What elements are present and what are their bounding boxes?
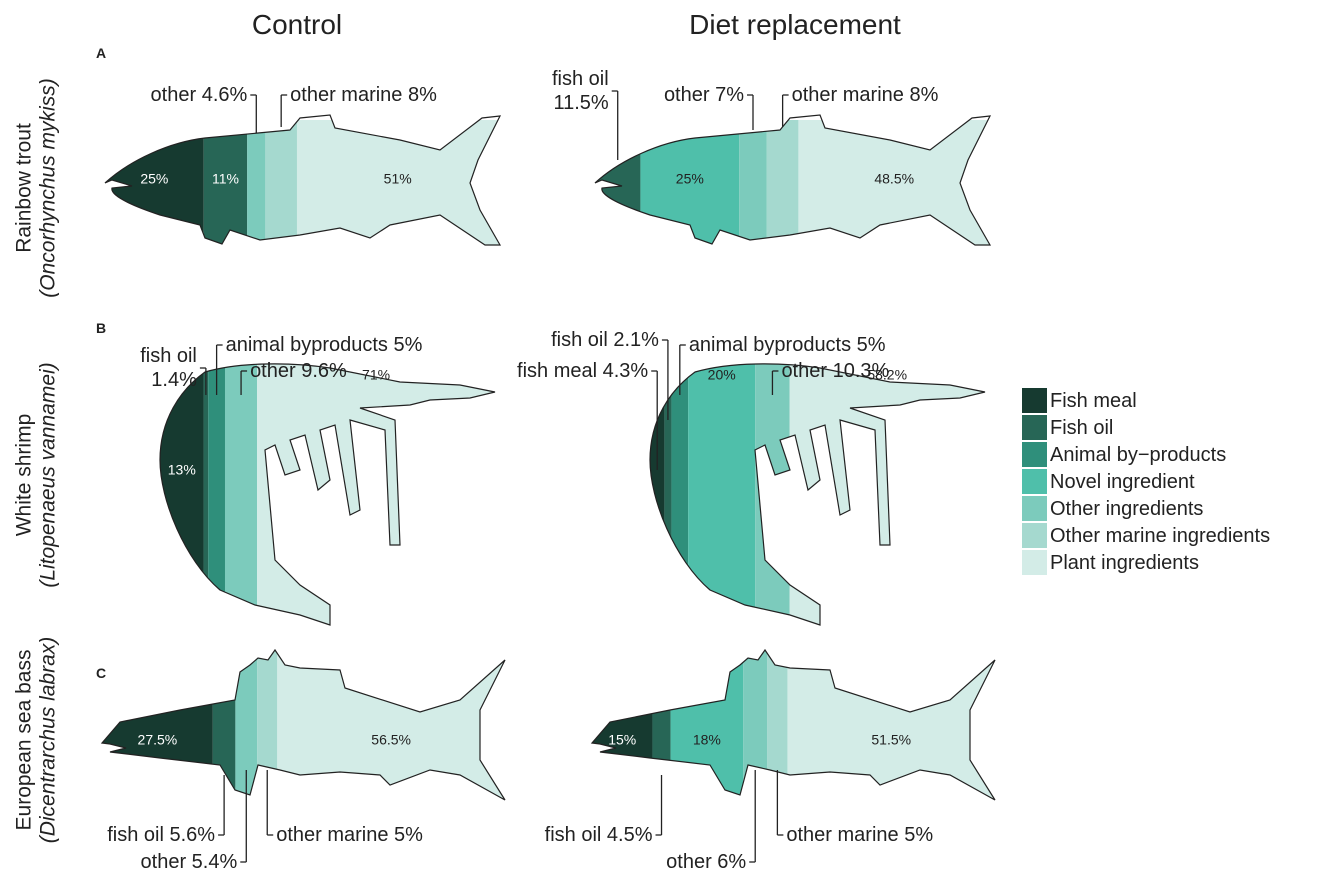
animal-panel bbox=[160, 340, 495, 630]
legend-swatch bbox=[1022, 523, 1047, 548]
panel-letter: B bbox=[96, 320, 106, 337]
panel-letter: C bbox=[96, 665, 106, 682]
callout: other marine 8% bbox=[792, 83, 939, 107]
segment bbox=[739, 120, 767, 250]
figure: Control Diet replacement A Rainbow trout(On… bbox=[0, 0, 1319, 874]
legend-label: Fish oil bbox=[1050, 416, 1113, 440]
value-label: 20% bbox=[708, 367, 736, 384]
legend-label: Novel ingredient bbox=[1050, 470, 1195, 494]
callout: other marine 5% bbox=[786, 823, 933, 847]
callout: other marine 5% bbox=[276, 823, 423, 847]
legend-label: Other marine ingredients bbox=[1050, 524, 1270, 548]
segment bbox=[671, 645, 744, 800]
callout: other 6% bbox=[666, 850, 746, 874]
row-sublabel: (Dicentrarchus labrax) bbox=[35, 637, 60, 844]
value-label: 15% bbox=[608, 732, 636, 749]
value-label: 58.2% bbox=[867, 367, 907, 384]
value-label: 56.5% bbox=[371, 732, 411, 749]
callout: fish oil 5.6% bbox=[107, 823, 215, 847]
column-title: Control bbox=[252, 8, 342, 42]
callout: other 9.6% bbox=[250, 359, 347, 383]
animal-panel bbox=[595, 120, 990, 250]
callout: animal byproducts 5% bbox=[226, 333, 423, 357]
value-label: 51% bbox=[384, 171, 412, 188]
value-label: 51.5% bbox=[871, 732, 911, 749]
legend-label: Plant ingredients bbox=[1050, 551, 1199, 575]
value-label: 11% bbox=[212, 171, 239, 188]
segment bbox=[787, 645, 995, 800]
segment bbox=[102, 645, 213, 800]
segment bbox=[592, 645, 652, 800]
callout: fish oil 4.5% bbox=[545, 823, 653, 847]
legend-swatch bbox=[1022, 388, 1047, 413]
segment bbox=[257, 340, 495, 630]
segment bbox=[767, 120, 799, 250]
callout: other 4.6% bbox=[151, 83, 248, 107]
value-label: 71% bbox=[362, 367, 390, 384]
segment bbox=[265, 120, 297, 250]
row-sublabel: (Litopenaeus vannamei) bbox=[35, 362, 60, 587]
callout: fish meal 4.3% bbox=[517, 359, 648, 383]
callout: fish oil 11.5% bbox=[552, 67, 609, 115]
value-label: 48.5% bbox=[874, 171, 914, 188]
callout: other 7% bbox=[664, 83, 744, 107]
legend-swatch bbox=[1022, 415, 1047, 440]
value-label: 18% bbox=[693, 732, 721, 749]
value-label: 25% bbox=[140, 171, 168, 188]
row-label: European sea bass bbox=[11, 650, 36, 831]
value-label: 13% bbox=[168, 462, 196, 479]
legend-label: Other ingredients bbox=[1050, 497, 1203, 521]
legend-label: Animal by−products bbox=[1050, 443, 1226, 467]
legend-swatch bbox=[1022, 550, 1047, 575]
callout: fish oil 2.1% bbox=[551, 328, 659, 352]
legend-swatch bbox=[1022, 469, 1047, 494]
legend-label: Fish meal bbox=[1050, 389, 1137, 413]
row-label: White shrimp bbox=[11, 414, 36, 537]
callout: other marine 8% bbox=[290, 83, 437, 107]
callout: other 5.4% bbox=[141, 850, 238, 874]
column-title: Diet replacement bbox=[689, 8, 901, 42]
chart bbox=[0, 0, 1319, 874]
segment bbox=[247, 120, 265, 250]
callout: fish oil 1.4% bbox=[140, 344, 197, 392]
segment bbox=[688, 340, 755, 630]
value-label: 27.5% bbox=[138, 732, 178, 749]
row-sublabel: (Oncorhynchus mykiss) bbox=[35, 78, 60, 297]
legend-swatch bbox=[1022, 496, 1047, 521]
row-label: Rainbow trout bbox=[11, 123, 36, 253]
callout: animal byproducts 5% bbox=[689, 333, 886, 357]
value-label: 25% bbox=[676, 171, 704, 188]
panel-letter: A bbox=[96, 45, 106, 62]
legend-swatch bbox=[1022, 442, 1047, 467]
animal-panel bbox=[650, 340, 985, 630]
